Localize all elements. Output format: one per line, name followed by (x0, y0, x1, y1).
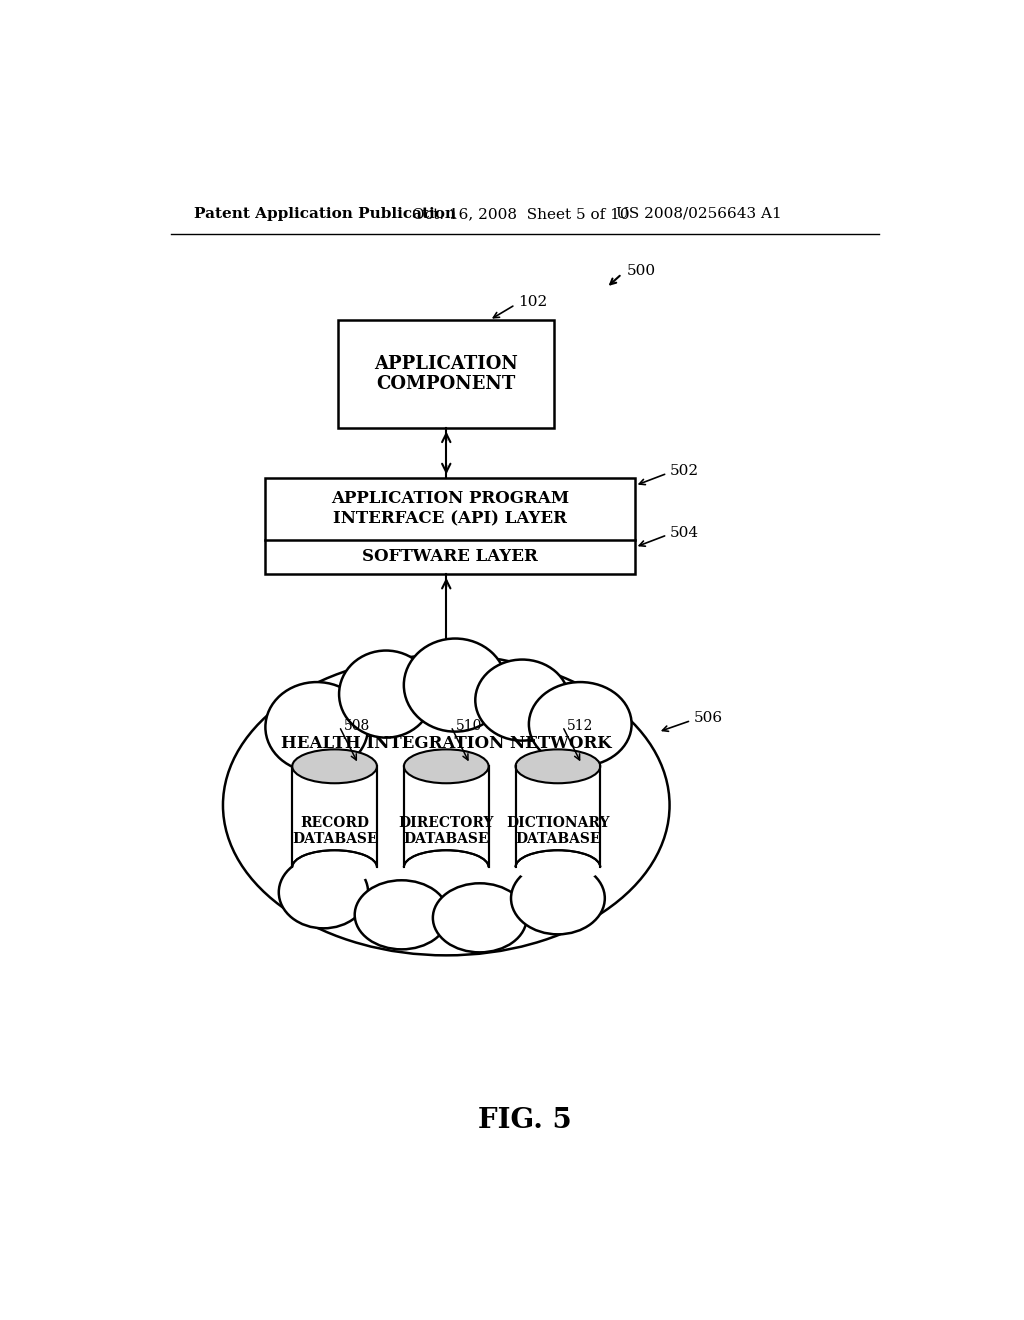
Text: 508: 508 (344, 719, 370, 734)
Ellipse shape (223, 655, 670, 956)
Ellipse shape (279, 857, 368, 928)
Bar (403, 767, 488, 867)
Bar (265, 478, 635, 574)
Text: 512: 512 (567, 719, 594, 734)
Text: RECORD
DATABASE: RECORD DATABASE (292, 816, 378, 846)
Text: APPLICATION
COMPONENT: APPLICATION COMPONENT (375, 355, 518, 393)
Text: HEALTH INTEGRATION NETWORK: HEALTH INTEGRATION NETWORK (281, 735, 611, 752)
Text: 502: 502 (670, 465, 698, 478)
Text: APPLICATION PROGRAM
INTERFACE (API) LAYER: APPLICATION PROGRAM INTERFACE (API) LAYE… (331, 491, 569, 527)
Text: 102: 102 (518, 294, 548, 309)
Ellipse shape (265, 682, 368, 772)
Ellipse shape (515, 850, 600, 884)
Text: 506: 506 (693, 711, 723, 725)
Bar (292, 767, 377, 867)
Ellipse shape (339, 651, 433, 738)
Ellipse shape (403, 639, 507, 731)
Ellipse shape (292, 750, 377, 783)
Text: 504: 504 (670, 525, 698, 540)
Text: Oct. 16, 2008  Sheet 5 of 10: Oct. 16, 2008 Sheet 5 of 10 (412, 207, 629, 220)
Ellipse shape (511, 862, 605, 935)
Bar (339, 321, 554, 428)
Ellipse shape (403, 850, 488, 884)
Ellipse shape (403, 750, 488, 783)
Ellipse shape (475, 660, 569, 741)
Bar (515, 767, 600, 867)
Text: DIRECTORY
DATABASE: DIRECTORY DATABASE (398, 816, 494, 846)
Ellipse shape (433, 883, 526, 952)
Text: US 2008/0256643 A1: US 2008/0256643 A1 (615, 207, 781, 220)
Ellipse shape (515, 750, 600, 783)
Text: FIG. 5: FIG. 5 (478, 1107, 571, 1134)
Ellipse shape (292, 850, 377, 884)
Text: SOFTWARE LAYER: SOFTWARE LAYER (362, 548, 538, 565)
Text: DICTIONARY
DATABASE: DICTIONARY DATABASE (506, 816, 609, 846)
Ellipse shape (528, 682, 632, 766)
Text: 500: 500 (628, 264, 656, 277)
Ellipse shape (354, 880, 449, 949)
Text: Patent Application Publication: Patent Application Publication (194, 207, 456, 220)
Text: 510: 510 (456, 719, 482, 734)
